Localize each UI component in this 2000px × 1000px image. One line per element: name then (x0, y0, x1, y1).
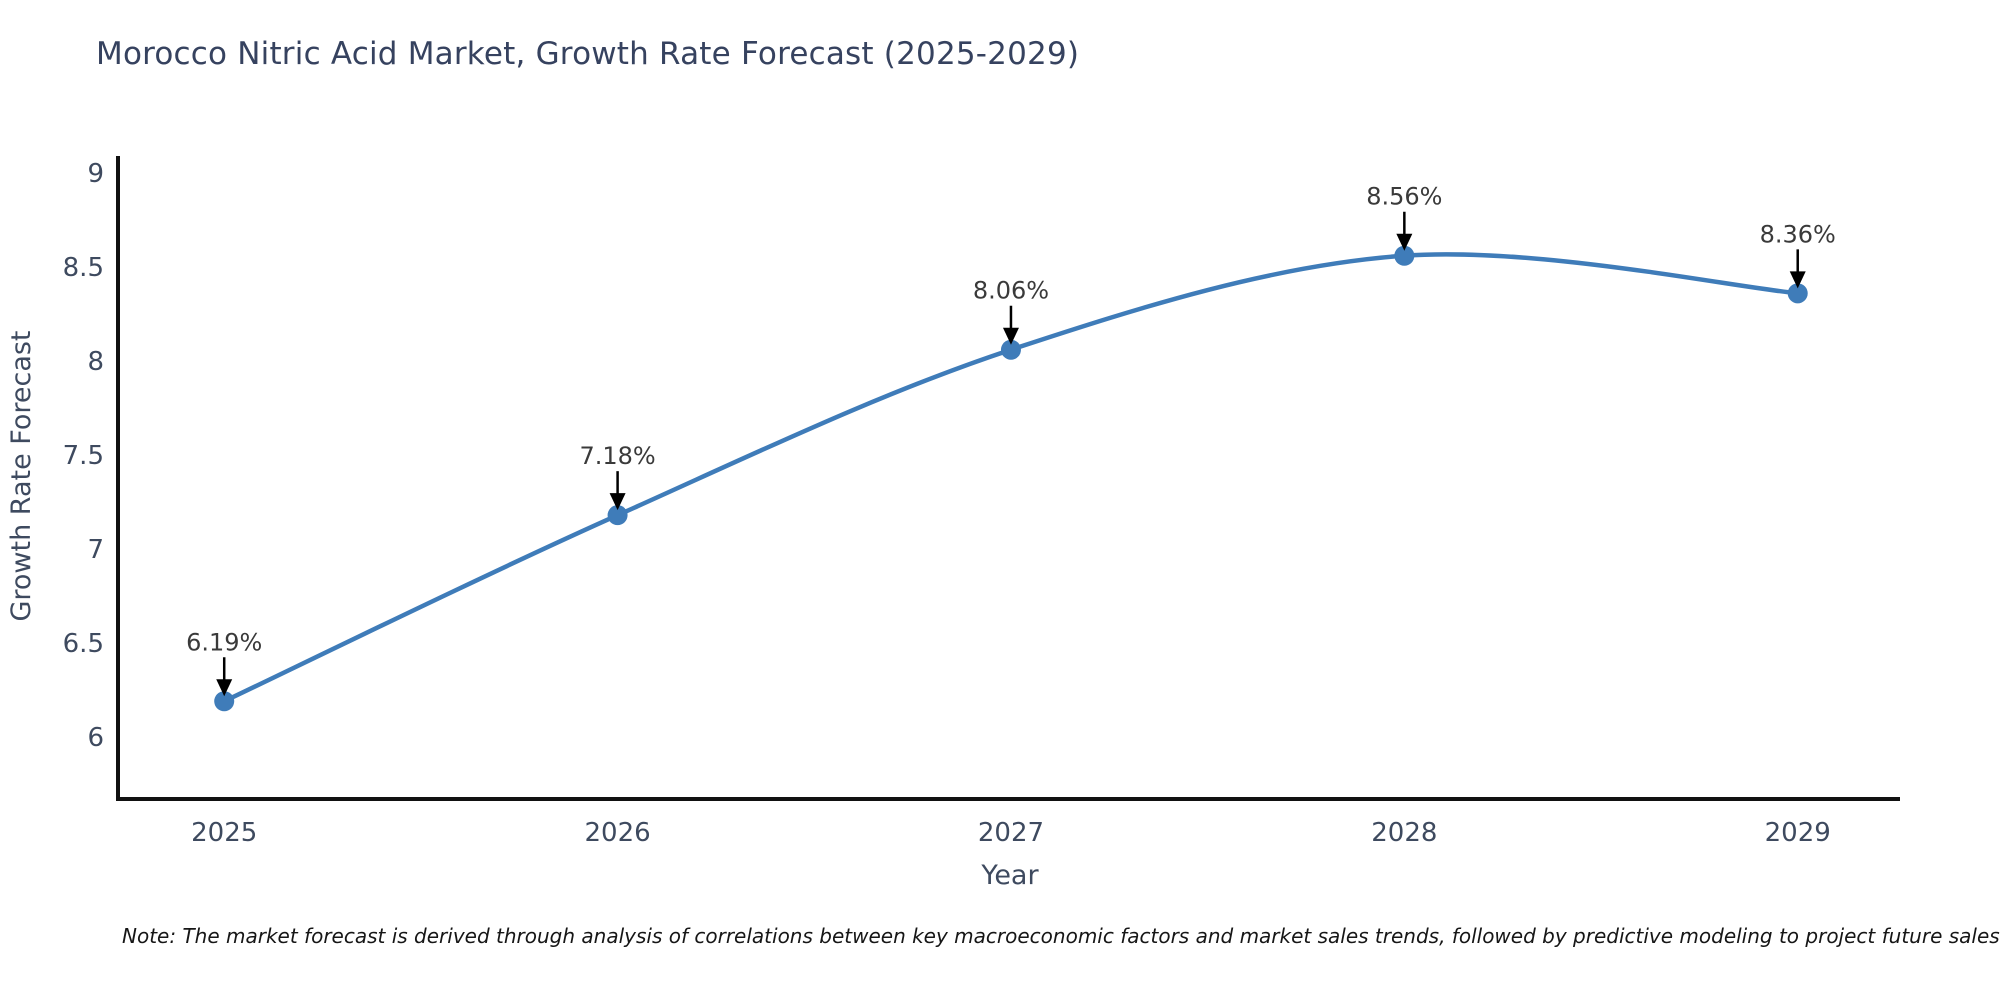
data-point-annotation: 7.18% (579, 442, 656, 511)
annotation-arrowhead-icon (609, 493, 626, 511)
y-tick-label: 7.5 (63, 441, 104, 471)
annotation-arrowhead-icon (1789, 271, 1806, 289)
data-point-label: 7.18% (579, 442, 655, 470)
data-point-label: 6.19% (186, 628, 262, 656)
y-axis-label: Growth Rate Forecast (6, 330, 37, 621)
y-tick-label: 7 (87, 535, 104, 565)
data-point-marker (1000, 339, 1021, 360)
data-point-annotation: 8.36% (1760, 220, 1836, 289)
y-tick-label: 6 (87, 723, 104, 753)
chart-title: Morocco Nitric Acid Market, Growth Rate … (96, 36, 1080, 72)
axes (116, 156, 1900, 801)
data-point-markers (214, 245, 1808, 712)
x-tick-label: 2029 (1765, 818, 1831, 848)
y-axis-tick-labels: 6 6.5 7 7.5 8 8.5 9 (63, 159, 104, 753)
data-point-annotation: 6.19% (186, 628, 262, 697)
x-axis-tick-labels: 2025 2026 2027 2028 2029 (191, 818, 1831, 848)
data-point-marker (1394, 245, 1415, 266)
data-point-annotation: 8.06% (973, 277, 1049, 345)
x-axis-label: Year (980, 860, 1039, 891)
data-point-marker (214, 691, 235, 712)
data-point-label: 8.36% (1760, 220, 1836, 248)
data-point-marker (607, 505, 628, 526)
y-tick-label: 9 (87, 159, 104, 189)
x-tick-label: 2026 (585, 818, 651, 848)
data-point-marker (1787, 283, 1808, 304)
data-point-annotation: 8.56% (1366, 183, 1442, 251)
x-tick-label: 2025 (191, 818, 257, 848)
footnote: Note: The market forecast is derived thr… (122, 924, 2000, 948)
data-point-label: 8.06% (973, 277, 1049, 305)
x-tick-label: 2027 (978, 818, 1044, 848)
annotation-arrowhead-icon (1396, 233, 1413, 251)
annotation-arrowhead-icon (1002, 327, 1019, 345)
data-point-annotations: 6.19% 7.18% 8.06% 8.56% 8.36% (186, 183, 1836, 697)
annotation-arrowhead-icon (216, 679, 233, 697)
data-point-label: 8.56% (1366, 183, 1442, 211)
y-tick-label: 6.5 (63, 629, 104, 659)
y-tick-label: 8.5 (63, 253, 104, 283)
x-tick-label: 2028 (1371, 818, 1437, 848)
y-tick-label: 8 (87, 347, 104, 377)
